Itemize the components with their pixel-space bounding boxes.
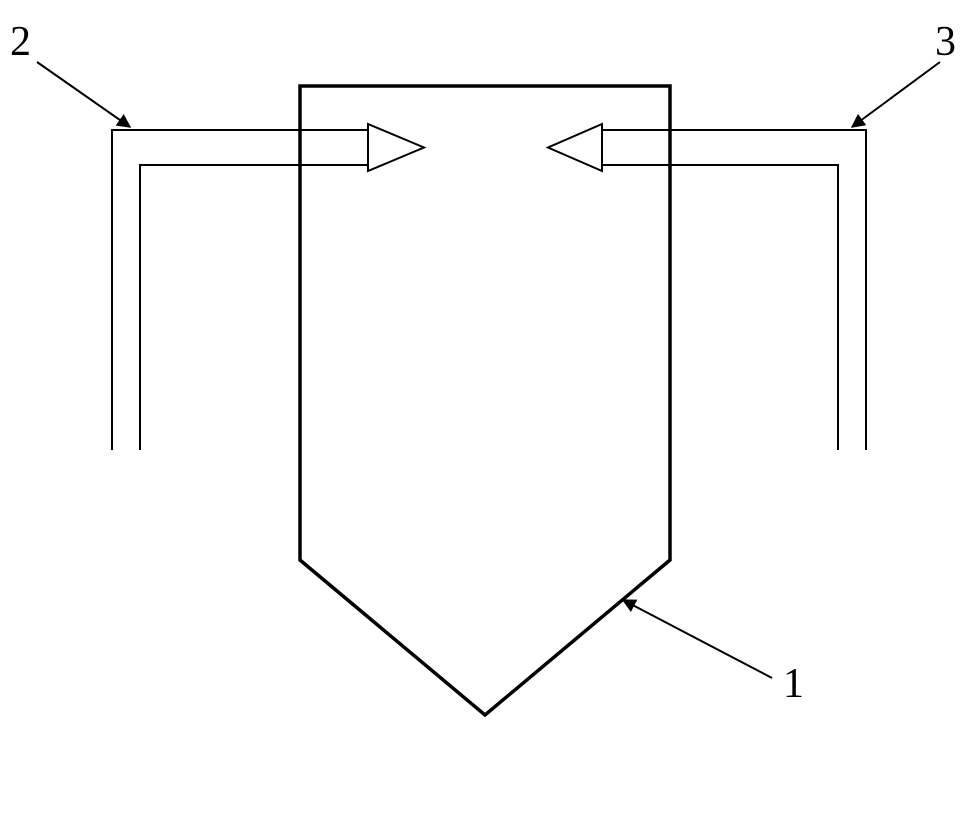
callout-arrow-label3 [852,62,940,127]
vessel-body [300,86,670,715]
callout-label-1: 1 [783,660,804,708]
right-pipe-inner [670,165,838,450]
right-nozzle-icon [548,124,602,171]
callout-arrow-label2 [37,62,130,127]
callout-arrow-label1 [623,600,772,678]
callout-label-3: 3 [935,18,956,66]
right-pipe-outer [670,130,866,450]
left-nozzle-icon [368,124,424,171]
left-pipe-inner [140,165,300,450]
callout-label-2: 2 [10,18,31,66]
